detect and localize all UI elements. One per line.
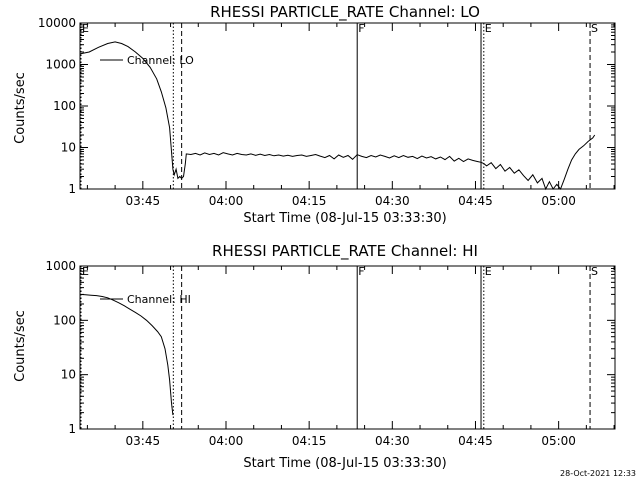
plot-frame bbox=[79, 265, 616, 430]
x-axis-label: Start Time (08-Jul-15 03:33:30) bbox=[243, 456, 446, 471]
x-tick-label: 04:00 bbox=[209, 434, 244, 448]
chart-title: RHESSI PARTICLE_RATE Channel: HI bbox=[212, 242, 478, 261]
y-tick-label: 10 bbox=[61, 141, 76, 155]
x-axis-label: Start Time (08-Jul-15 03:33:30) bbox=[243, 211, 446, 226]
event-marker-label: E bbox=[82, 22, 89, 35]
x-tick-label: 04:15 bbox=[292, 434, 327, 448]
x-tick-label: 03:45 bbox=[126, 194, 161, 208]
series-line bbox=[79, 41, 596, 191]
y-tick-label: 100 bbox=[53, 99, 76, 113]
x-tick-label: 04:45 bbox=[458, 194, 493, 208]
plot-panel-lo: RHESSI PARTICLE_RATE Channel: LO 1101001… bbox=[13, 3, 616, 226]
x-tick-label: 04:30 bbox=[375, 434, 410, 448]
event-marker-label: F bbox=[358, 265, 364, 278]
timestamp-label: 28-Oct-2021 12:33 bbox=[560, 469, 636, 478]
plot-area: 1 10 100 1000 03:45 04:00 04:15 04:30 04:45 05:00… bbox=[45, 259, 616, 448]
x-tick-label: 05:00 bbox=[541, 434, 576, 448]
event-marker-label: E bbox=[485, 265, 492, 278]
y-axis-label: Counts/sec bbox=[13, 310, 28, 382]
event-marker-label: F bbox=[358, 22, 364, 35]
x-tick-label: 03:45 bbox=[126, 434, 161, 448]
x-tick-label: 05:00 bbox=[541, 194, 576, 208]
x-tick-label: 04:15 bbox=[292, 194, 327, 208]
x-tick-label: 04:00 bbox=[209, 194, 244, 208]
y-tick-label: 1000 bbox=[45, 58, 76, 72]
y-tick-label: 10000 bbox=[38, 16, 76, 30]
chart-title: RHESSI PARTICLE_RATE Channel: LO bbox=[210, 3, 480, 22]
legend-label: Channel: LO bbox=[127, 54, 194, 67]
series-line bbox=[79, 293, 174, 416]
y-tick-label: 100 bbox=[53, 313, 76, 327]
event-marker-label: E bbox=[82, 265, 89, 278]
plot-area: 1 10 100 1000 10000 03:45 04:00 04:15 04:30 04:45… bbox=[38, 16, 616, 208]
y-tick-label: 10 bbox=[61, 368, 76, 382]
y-tick-label: 1 bbox=[68, 422, 76, 436]
x-tick-label: 04:45 bbox=[458, 434, 493, 448]
legend-label: Channel: HI bbox=[127, 293, 191, 306]
y-tick-label: 1000 bbox=[45, 259, 76, 273]
plot-panel-hi: RHESSI PARTICLE_RATE Channel: HI 1101001… bbox=[13, 242, 616, 471]
y-tick-label: 1 bbox=[68, 182, 76, 196]
event-marker-label: S bbox=[591, 265, 598, 278]
y-axis-label: Counts/sec bbox=[13, 72, 28, 144]
event-marker-label: S bbox=[591, 22, 598, 35]
plot-frame bbox=[79, 22, 616, 190]
event-marker-label: E bbox=[485, 22, 492, 35]
x-tick-label: 04:30 bbox=[375, 194, 410, 208]
